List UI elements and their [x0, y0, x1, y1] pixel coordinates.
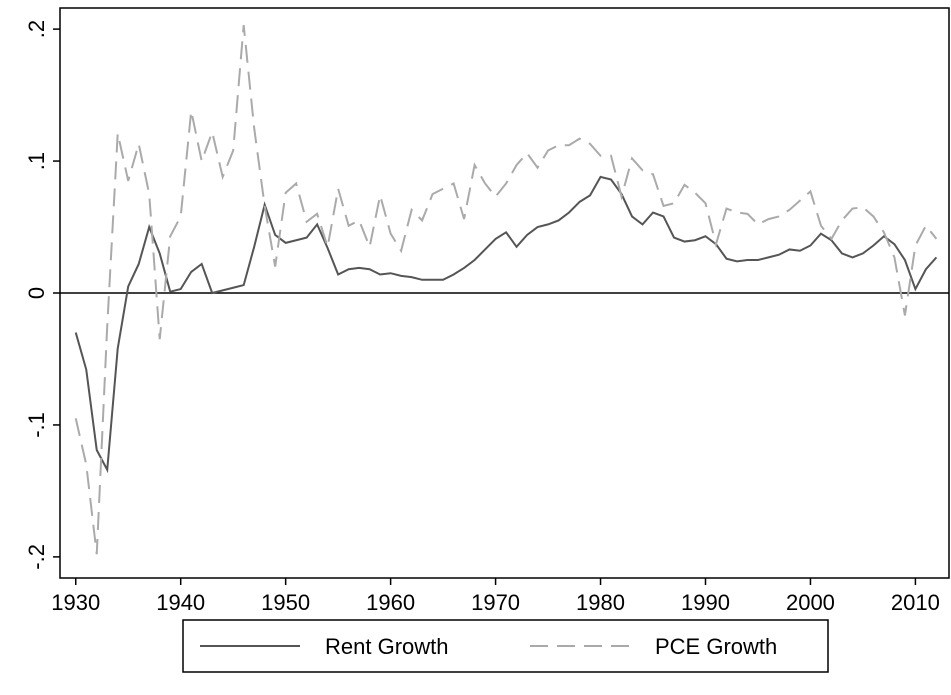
series-line	[74, 175, 938, 474]
x-tick-label: 1940	[156, 590, 205, 615]
x-tick-label: 1970	[471, 590, 520, 615]
x-tick-label: 1930	[51, 590, 100, 615]
x-tick-label: 1990	[681, 590, 730, 615]
y-tick-label: 0	[24, 287, 49, 299]
x-tick-label: 1950	[261, 590, 310, 615]
y-tick-label: .2	[24, 20, 49, 38]
legend-label: PCE Growth	[655, 634, 777, 659]
y-tick-label: -.2	[24, 544, 49, 570]
legend-label: Rent Growth	[325, 634, 449, 659]
x-tick-label: 1980	[576, 590, 625, 615]
x-tick-label: 2010	[891, 590, 940, 615]
y-tick-label: -.1	[24, 412, 49, 438]
series-line	[74, 25, 938, 555]
x-tick-label: 2000	[786, 590, 835, 615]
x-tick-label: 1960	[366, 590, 415, 615]
legend-box	[182, 619, 829, 673]
y-tick-label: .1	[24, 152, 49, 170]
